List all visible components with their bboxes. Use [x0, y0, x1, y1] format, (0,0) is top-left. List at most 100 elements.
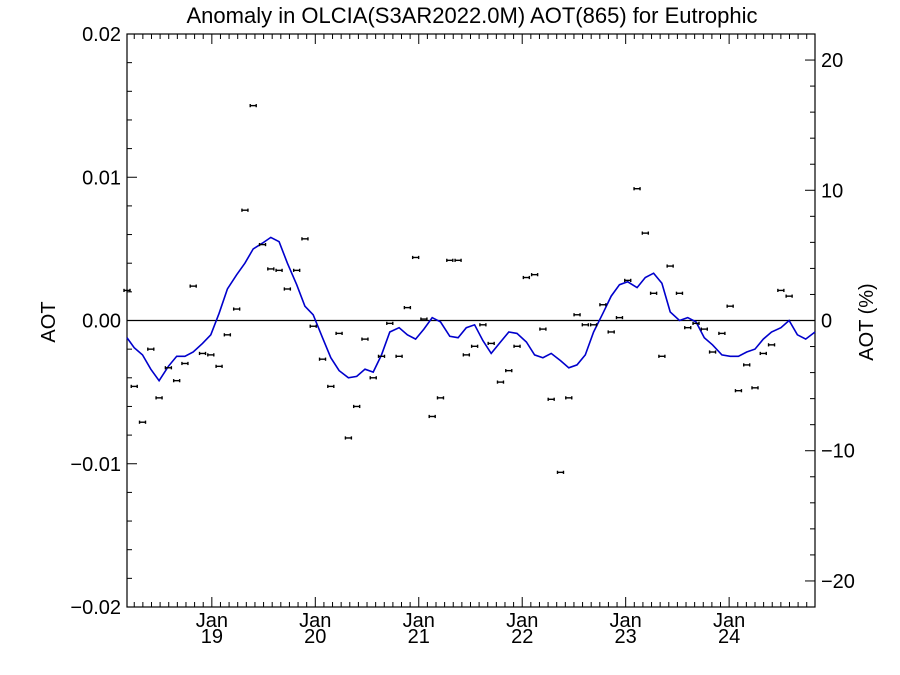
- x-tick-label-month: Jan: [299, 610, 331, 632]
- data-point: [301, 237, 309, 241]
- data-point: [743, 363, 751, 367]
- data-point: [241, 208, 249, 212]
- data-point: [522, 275, 531, 280]
- data-point: [369, 376, 377, 380]
- data-point: [138, 420, 147, 424]
- data-point: [335, 331, 343, 335]
- data-point: [215, 364, 223, 368]
- y-tick-label: −0.01: [70, 454, 121, 476]
- data-point: [708, 350, 717, 354]
- data-point: [581, 323, 590, 327]
- data-point: [487, 341, 495, 346]
- y-tick-label: 0.02: [82, 24, 121, 46]
- data-point: [198, 351, 207, 356]
- data-point: [556, 470, 565, 474]
- data-point: [428, 414, 436, 419]
- x-tick-label-year: 20: [304, 626, 326, 648]
- data-point: [675, 291, 684, 295]
- data-point: [267, 267, 275, 271]
- data-point: [344, 436, 353, 440]
- x-tick-label-month: Jan: [506, 610, 538, 632]
- data-point: [189, 284, 197, 288]
- data-point: [539, 327, 547, 331]
- data-point: [718, 331, 726, 335]
- data-point: [633, 187, 641, 191]
- x-tick-label-month: Jan: [610, 610, 642, 632]
- data-point: [479, 323, 487, 327]
- data-point: [589, 323, 598, 327]
- data-point: [599, 303, 607, 307]
- data-point: [454, 258, 462, 262]
- data-point: [258, 242, 267, 247]
- data-point: [726, 304, 734, 308]
- y-axis-label-left: AOT: [38, 301, 60, 342]
- data-point: [207, 353, 215, 357]
- y2-tick-label: 10: [821, 180, 843, 202]
- data-point: [496, 380, 505, 384]
- smoothed-series-line: [126, 236, 816, 383]
- data-point: [164, 366, 173, 370]
- data-point: [292, 268, 301, 272]
- data-point: [649, 291, 658, 295]
- data-point: [470, 344, 479, 348]
- data-point: [666, 264, 674, 268]
- x-tick-label-year: 24: [718, 626, 740, 648]
- x-tick-label-month: Jan: [196, 610, 228, 632]
- y2-tick-label: 0: [821, 311, 832, 333]
- data-point: [505, 369, 513, 373]
- data-point: [318, 357, 327, 361]
- data-point: [352, 404, 361, 409]
- data-point: [658, 354, 666, 358]
- y2-tick-label: −10: [821, 441, 855, 463]
- data-point: [624, 278, 632, 282]
- data-point: [513, 344, 521, 348]
- data-point: [684, 326, 692, 330]
- data-point: [181, 361, 189, 366]
- data-point: [607, 330, 615, 334]
- data-point: [420, 317, 428, 321]
- data-point: [700, 327, 708, 331]
- data-point: [147, 347, 155, 351]
- y-tick-label: −0.02: [70, 597, 121, 619]
- data-point: [403, 306, 412, 310]
- data-point: [446, 258, 454, 262]
- data-point: [232, 307, 241, 311]
- data-point: [395, 354, 403, 358]
- data-point: [172, 379, 181, 383]
- x-tick-label-year: 21: [408, 626, 430, 648]
- x-tick-label-year: 19: [201, 626, 223, 648]
- data-point: [759, 351, 767, 356]
- data-point: [530, 273, 539, 277]
- data-point: [275, 268, 283, 272]
- data-point: [123, 288, 131, 293]
- chart-title: Anomaly in OLCIA(S3AR2022.0M) AOT(865) f…: [186, 3, 757, 28]
- data-point: [547, 397, 555, 401]
- data-point: [751, 386, 759, 390]
- y2-tick-label: 20: [821, 50, 843, 72]
- data-point: [436, 396, 445, 400]
- x-tick-label-month: Jan: [403, 610, 435, 632]
- data-point: [615, 316, 624, 320]
- data-point: [777, 288, 785, 293]
- data-point: [785, 294, 793, 298]
- data-point: [130, 384, 138, 388]
- data-point: [462, 353, 471, 357]
- data-point: [361, 337, 369, 341]
- data-point: [767, 343, 776, 347]
- data-point: [249, 104, 257, 108]
- data-point: [692, 321, 700, 325]
- data-point: [223, 333, 232, 337]
- x-tick-label-year: 22: [511, 626, 533, 648]
- x-tick-label-year: 23: [615, 626, 637, 648]
- data-point: [565, 396, 573, 400]
- plot-area: 0.020.010.00−0.01−0.0220100−10−20Jan19Ja…: [70, 24, 855, 648]
- data-point: [327, 384, 335, 388]
- data-point: [734, 389, 743, 393]
- y-tick-label: 0.01: [82, 167, 121, 189]
- y-axis-label-right: AOT (%): [856, 283, 878, 360]
- data-point: [155, 396, 163, 400]
- y-tick-label: 0.00: [82, 311, 121, 333]
- data-point: [283, 287, 292, 291]
- data-point: [411, 255, 420, 260]
